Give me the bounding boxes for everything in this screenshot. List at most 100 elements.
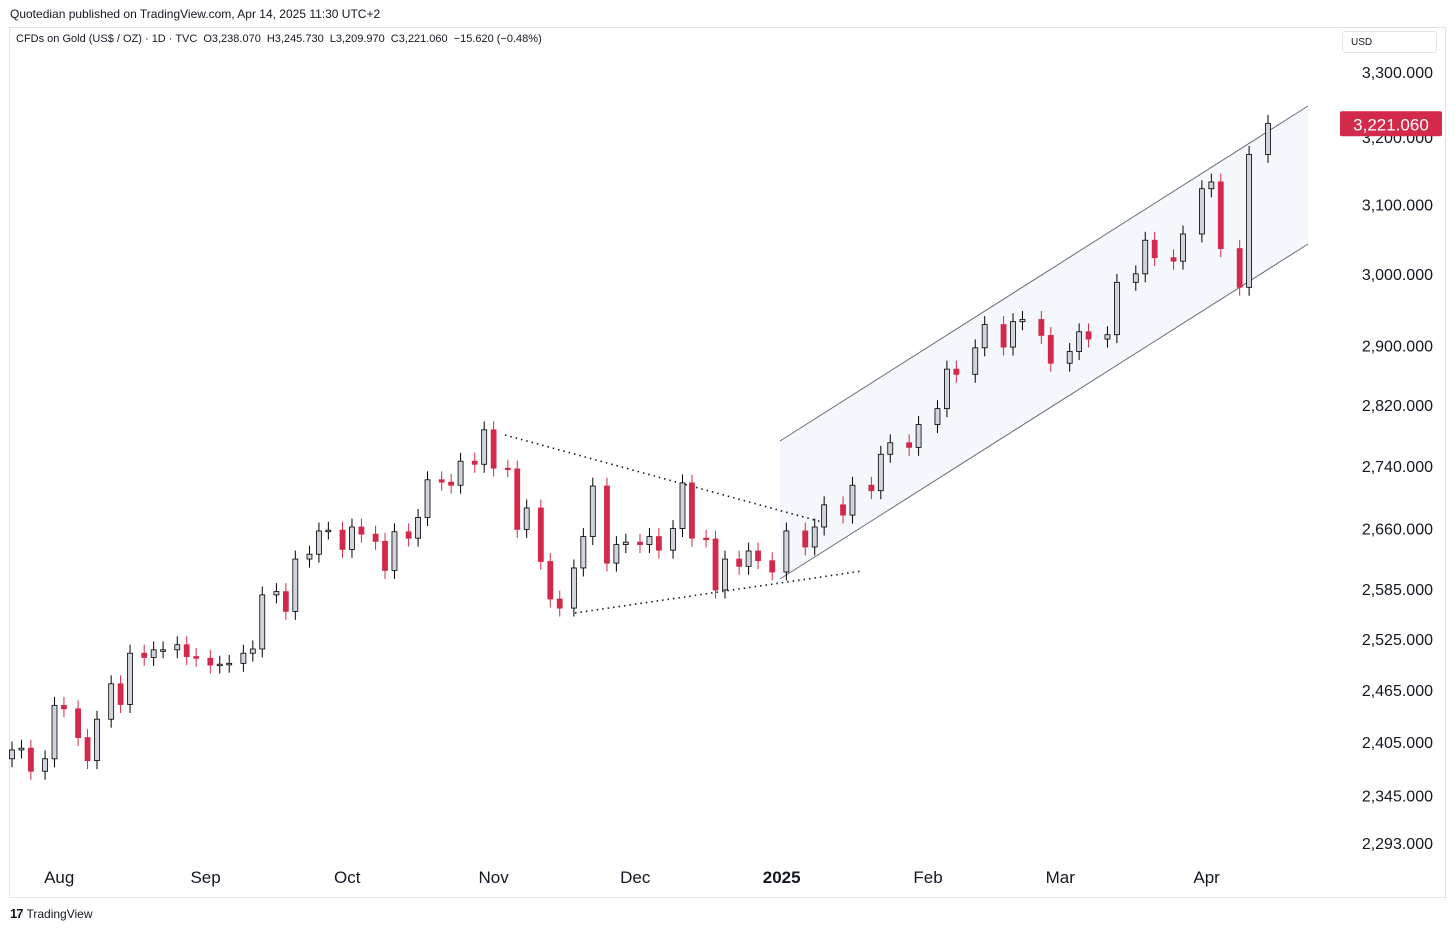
candle[interactable] (811, 518, 818, 556)
currency-selector[interactable]: USD (1342, 31, 1437, 53)
candle[interactable] (1132, 265, 1139, 291)
candle[interactable] (703, 529, 710, 548)
candle[interactable] (1217, 173, 1224, 258)
candle[interactable] (325, 521, 332, 540)
candle[interactable] (51, 696, 58, 768)
candle[interactable] (1076, 323, 1083, 360)
candle[interactable] (117, 675, 124, 713)
candle[interactable] (259, 586, 266, 658)
candle[interactable] (415, 509, 421, 547)
candle[interactable] (391, 523, 398, 579)
candle[interactable] (42, 750, 48, 780)
candle[interactable] (481, 421, 488, 473)
candle[interactable] (1010, 313, 1016, 356)
candle[interactable] (689, 474, 695, 547)
candle[interactable] (108, 675, 115, 728)
candle[interactable] (273, 583, 280, 604)
candle[interactable] (27, 739, 34, 780)
candle[interactable] (424, 471, 431, 526)
candle[interactable] (1038, 311, 1045, 344)
candle[interactable] (877, 445, 884, 500)
candle[interactable] (679, 474, 686, 538)
candle[interactable] (547, 553, 554, 608)
candle[interactable] (160, 641, 166, 659)
candle[interactable] (589, 477, 596, 546)
candle[interactable] (141, 644, 148, 666)
candle[interactable] (1000, 316, 1007, 356)
candle[interactable] (282, 583, 289, 620)
candle[interactable] (840, 496, 846, 524)
candle[interactable] (292, 550, 299, 620)
candle[interactable] (1151, 231, 1158, 267)
candle[interactable] (249, 640, 256, 662)
candle[interactable] (240, 644, 247, 672)
candle[interactable] (183, 636, 190, 666)
candle[interactable] (490, 421, 497, 477)
symbol-name[interactable]: CFDs on Gold (US$ / OZ) · 1D · TVC (16, 33, 198, 45)
triangle-lower-line[interactable] (574, 570, 863, 614)
candle[interactable] (868, 476, 875, 500)
candle[interactable] (537, 499, 544, 570)
candle[interactable] (1198, 180, 1205, 243)
candle[interactable] (1208, 173, 1215, 198)
candle[interactable] (1236, 240, 1243, 296)
candle[interactable] (1104, 326, 1111, 348)
candle[interactable] (382, 532, 388, 579)
candle[interactable] (944, 360, 950, 418)
channel-upper-line[interactable] (779, 105, 1309, 442)
candle[interactable] (755, 542, 761, 570)
candle[interactable] (1142, 231, 1149, 283)
candle[interactable] (448, 473, 455, 494)
candle[interactable] (736, 550, 743, 575)
candle[interactable] (712, 530, 719, 599)
candle[interactable] (1265, 114, 1271, 163)
candle[interactable] (1170, 249, 1177, 270)
candle[interactable] (523, 499, 530, 538)
candle[interactable] (915, 416, 922, 456)
candle[interactable] (75, 700, 82, 747)
candle[interactable] (906, 434, 913, 456)
candle[interactable] (216, 655, 223, 674)
candle[interactable] (821, 496, 828, 536)
candle[interactable] (670, 520, 676, 559)
candle[interactable] (349, 518, 355, 558)
candle[interactable] (457, 452, 464, 494)
candle[interactable] (150, 641, 157, 666)
candle[interactable] (94, 710, 100, 770)
candle[interactable] (570, 559, 577, 617)
candle[interactable] (339, 521, 346, 558)
candle[interactable] (1019, 311, 1026, 331)
candle[interactable] (849, 476, 856, 524)
candle[interactable] (405, 523, 412, 547)
triangle-upper-line[interactable] (504, 434, 823, 523)
footer-brand[interactable]: 17 TradingView (10, 906, 93, 921)
candle[interactable] (316, 522, 322, 563)
candle[interactable] (769, 552, 776, 581)
time-axis[interactable]: Aug Sep Oct Nov Dec 2025 Feb Mar Apr (44, 868, 1220, 887)
candle[interactable] (1047, 326, 1054, 372)
candle[interactable] (722, 550, 728, 599)
candle[interactable] (655, 528, 662, 559)
candle[interactable] (18, 739, 25, 759)
candle[interactable] (471, 452, 478, 473)
candle[interactable] (646, 528, 653, 554)
candle[interactable] (953, 360, 960, 383)
candle[interactable] (802, 522, 809, 556)
channel-lower-line[interactable] (779, 243, 1309, 580)
price-axis[interactable]: 3,300.0003,200.0003,100.0003,000.0002,90… (1362, 65, 1433, 853)
candle[interactable] (783, 522, 790, 581)
channel-drawing[interactable] (779, 105, 1309, 580)
candle[interactable] (438, 471, 445, 491)
candle[interactable] (637, 533, 643, 554)
candle[interactable] (514, 460, 521, 538)
candle[interactable] (174, 636, 181, 659)
candle[interactable] (306, 545, 313, 568)
candle[interactable] (504, 459, 511, 478)
candle[interactable] (1114, 273, 1120, 344)
candle[interactable] (1085, 323, 1092, 348)
candle[interactable] (1066, 343, 1073, 372)
candle[interactable] (1246, 145, 1253, 296)
candle[interactable] (9, 741, 15, 768)
candle[interactable] (61, 696, 67, 718)
